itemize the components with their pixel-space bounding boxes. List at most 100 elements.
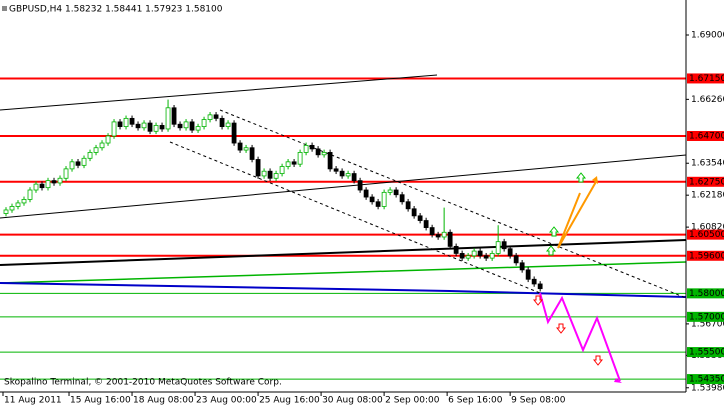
arrow-head — [614, 378, 622, 383]
candle-body — [39, 183, 45, 189]
candle-body — [15, 202, 21, 207]
candle-body — [423, 220, 429, 228]
candle-body — [381, 191, 387, 207]
candle-body — [279, 166, 285, 174]
candle-body — [315, 148, 321, 156]
candle-body — [465, 255, 471, 259]
down-arrow — [555, 323, 567, 334]
candle-body — [201, 119, 207, 127]
trend-line — [0, 74, 438, 111]
candle-body — [273, 173, 279, 179]
candle-body — [225, 122, 231, 127]
candle-body — [375, 201, 381, 207]
level-label-box — [687, 130, 724, 141]
candle-body — [351, 173, 357, 182]
y-tick-label: 1.63540 — [691, 159, 724, 169]
candle-body — [303, 144, 309, 153]
candle-body — [183, 121, 189, 129]
x-tick-label: 15 Aug 16:00 — [70, 396, 131, 406]
candle-body — [483, 255, 489, 259]
candle-body — [21, 199, 27, 204]
level-label-box — [687, 347, 724, 358]
candle-body — [135, 123, 141, 129]
candle-body — [69, 161, 75, 170]
candle-body — [339, 170, 345, 177]
candle-body — [237, 142, 243, 151]
x-tick-label: 23 Aug 00:00 — [196, 396, 257, 406]
candle-body — [45, 180, 51, 189]
candle-body — [189, 121, 195, 131]
candle-body — [507, 248, 513, 257]
level-label: 1.64700 — [689, 131, 724, 141]
level-label-box — [687, 229, 724, 240]
x-tick-label: 9 Sep 08:00 — [511, 396, 566, 406]
candle-body — [177, 123, 183, 129]
candle-body — [369, 196, 375, 203]
level-label-box — [687, 176, 724, 187]
candle-body — [537, 283, 543, 290]
candle-body — [195, 126, 201, 131]
x-tick-label: 30 Aug 08:00 — [322, 396, 383, 406]
candle-body — [321, 152, 327, 156]
level-label: 1.54350 — [689, 375, 724, 385]
candle-body — [117, 121, 123, 127]
candle-body — [525, 269, 531, 280]
candle-body — [75, 161, 81, 166]
candle-body — [99, 142, 105, 149]
y-tick-label: 1.56700 — [691, 319, 724, 329]
trend-line — [0, 261, 687, 284]
candle-body — [459, 253, 465, 259]
candle-body — [213, 114, 219, 119]
up-arrow — [545, 245, 557, 256]
candle-body — [345, 173, 351, 177]
candle-body — [417, 215, 423, 221]
symbol-icon — [2, 6, 7, 11]
candle-body — [513, 255, 519, 264]
annotations — [0, 74, 687, 383]
level-label-box — [687, 374, 724, 385]
candle-body — [51, 180, 57, 184]
candle-body — [435, 234, 441, 238]
candle-body — [105, 135, 111, 144]
candle-body — [447, 231, 453, 247]
candle-body — [327, 152, 333, 170]
x-tick-label: 25 Aug 16:00 — [259, 396, 320, 406]
candle-body — [501, 241, 507, 250]
chart-title: GBPUSD,H4 1.58232 1.58441 1.57923 1.5810… — [9, 5, 223, 15]
up-arrow — [548, 226, 560, 237]
y-tick-label: 1.66260 — [691, 95, 724, 105]
candle-body — [249, 147, 255, 160]
up-arrow — [575, 172, 587, 183]
candle-body — [405, 201, 411, 210]
level-label: 1.62750 — [689, 177, 724, 187]
candle-body — [87, 152, 93, 159]
candle-body — [9, 206, 15, 211]
candle-body — [27, 189, 33, 200]
x-tick-label: 11 Aug 2011 — [4, 396, 62, 406]
candle-body — [357, 180, 363, 191]
candle-body — [519, 262, 525, 271]
candle-body — [165, 107, 171, 130]
candle-body — [333, 168, 339, 172]
candle-body — [111, 121, 117, 137]
level-label-box — [687, 250, 724, 261]
candles — [3, 99, 543, 292]
footer: Skopalino Terminal, © 2001-2010 MetaQuot… — [4, 378, 282, 388]
down-arrow — [592, 355, 604, 366]
candle-body — [477, 250, 483, 257]
candle-body — [123, 117, 129, 127]
candle-body — [141, 122, 147, 129]
candle-body — [129, 117, 135, 125]
candle-body — [3, 209, 9, 214]
candle-body — [231, 122, 237, 144]
candle-body — [153, 125, 159, 132]
candle-body — [441, 231, 447, 238]
candle-body — [207, 114, 213, 120]
level-label-box — [687, 311, 724, 322]
level-label: 1.58000 — [689, 289, 724, 299]
candle-body — [297, 152, 303, 165]
channel-line — [169, 141, 541, 294]
trend-line — [0, 154, 687, 219]
